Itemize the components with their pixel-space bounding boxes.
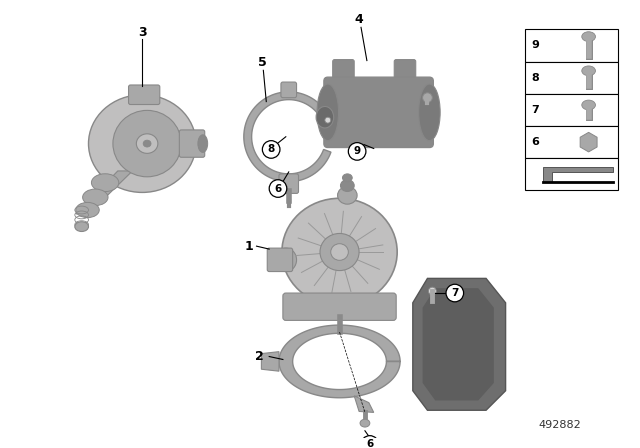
- Ellipse shape: [143, 140, 151, 147]
- Bar: [525, 61, 618, 94]
- Text: 8: 8: [531, 73, 539, 83]
- Ellipse shape: [113, 110, 181, 177]
- Text: 9: 9: [353, 146, 361, 156]
- FancyBboxPatch shape: [394, 60, 416, 83]
- FancyBboxPatch shape: [179, 130, 205, 157]
- Polygon shape: [422, 288, 494, 401]
- Ellipse shape: [282, 198, 397, 306]
- Text: 6: 6: [366, 439, 374, 448]
- Ellipse shape: [331, 244, 348, 260]
- Text: 6: 6: [275, 184, 282, 194]
- Text: 5: 5: [258, 56, 267, 69]
- FancyBboxPatch shape: [129, 85, 160, 104]
- Ellipse shape: [337, 186, 357, 204]
- Text: 9: 9: [531, 40, 539, 51]
- Ellipse shape: [428, 287, 436, 295]
- Circle shape: [348, 142, 366, 160]
- Polygon shape: [543, 167, 613, 182]
- Ellipse shape: [136, 134, 158, 153]
- Ellipse shape: [582, 66, 595, 76]
- Polygon shape: [76, 171, 132, 214]
- Polygon shape: [261, 352, 279, 371]
- Ellipse shape: [316, 107, 333, 128]
- Ellipse shape: [340, 180, 354, 191]
- FancyBboxPatch shape: [324, 77, 433, 147]
- Polygon shape: [244, 92, 331, 182]
- FancyBboxPatch shape: [279, 174, 298, 194]
- Ellipse shape: [198, 135, 207, 152]
- Ellipse shape: [419, 84, 440, 141]
- Circle shape: [262, 141, 280, 158]
- Ellipse shape: [76, 202, 99, 218]
- Text: 3: 3: [138, 26, 147, 39]
- Ellipse shape: [317, 84, 339, 141]
- Polygon shape: [279, 325, 400, 398]
- Ellipse shape: [342, 174, 352, 182]
- Text: 6: 6: [531, 137, 539, 147]
- Text: 8: 8: [268, 144, 275, 155]
- Ellipse shape: [325, 117, 331, 123]
- Ellipse shape: [422, 93, 433, 103]
- Ellipse shape: [582, 32, 595, 42]
- Circle shape: [446, 284, 463, 302]
- Ellipse shape: [83, 189, 108, 206]
- Polygon shape: [354, 396, 374, 413]
- Ellipse shape: [320, 233, 359, 271]
- Ellipse shape: [360, 419, 370, 427]
- Bar: [525, 158, 618, 190]
- Polygon shape: [413, 278, 506, 410]
- FancyBboxPatch shape: [333, 60, 354, 83]
- Ellipse shape: [275, 248, 296, 271]
- Ellipse shape: [582, 100, 595, 110]
- Circle shape: [361, 435, 379, 448]
- Text: 7: 7: [531, 105, 539, 115]
- Text: 2: 2: [255, 350, 264, 363]
- Text: 1: 1: [244, 240, 253, 253]
- Bar: [525, 126, 618, 158]
- FancyBboxPatch shape: [281, 82, 296, 98]
- FancyBboxPatch shape: [268, 248, 292, 271]
- FancyBboxPatch shape: [283, 293, 396, 320]
- Circle shape: [269, 180, 287, 197]
- Ellipse shape: [75, 222, 88, 232]
- Bar: [525, 94, 618, 126]
- Bar: [525, 29, 618, 61]
- Text: 492882: 492882: [538, 420, 580, 430]
- Ellipse shape: [92, 174, 119, 192]
- Ellipse shape: [88, 95, 196, 193]
- Text: 7: 7: [451, 288, 458, 298]
- Text: 4: 4: [355, 13, 364, 26]
